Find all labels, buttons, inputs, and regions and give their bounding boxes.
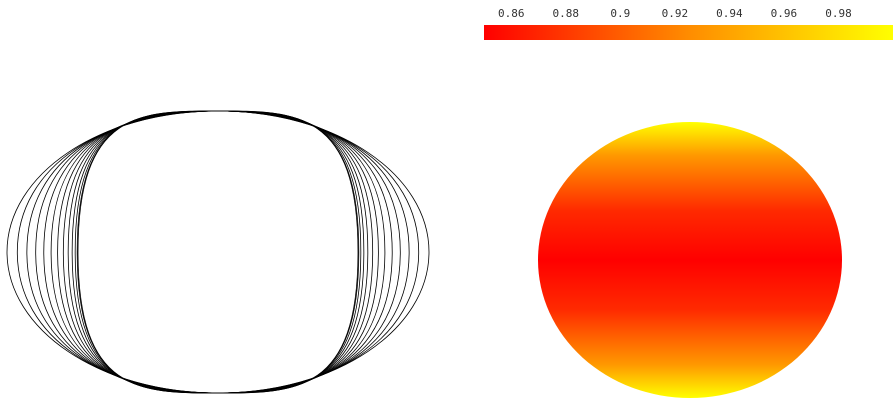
colorbar-tick-label: 0.92 xyxy=(662,7,689,20)
colorbar: 0.86 0.88 0.9 0.92 0.94 0.96 0.98 xyxy=(484,7,893,40)
heatmap-disk xyxy=(538,122,842,398)
lens-curve xyxy=(6,110,430,394)
lens-curve xyxy=(74,110,362,394)
colorbar-tick-labels: 0.86 0.88 0.9 0.92 0.94 0.96 0.98 xyxy=(498,7,852,20)
lens-curve xyxy=(26,110,410,394)
colorbar-tick-label: 0.96 xyxy=(771,7,798,20)
lens-curve xyxy=(67,110,369,394)
lens-curve xyxy=(57,110,379,394)
lens-curve-family xyxy=(6,110,430,394)
colorbar-tick-label: 0.98 xyxy=(825,7,852,20)
lens-curve xyxy=(71,110,365,394)
colorbar-tick-label: 0.86 xyxy=(498,7,525,20)
colorbar-bar xyxy=(484,25,893,40)
lens-curve xyxy=(76,110,360,394)
colorbar-tick-label: 0.9 xyxy=(610,7,630,20)
lens-curve xyxy=(62,110,374,394)
lens-curve xyxy=(77,110,359,394)
colorbar-tick-label: 0.94 xyxy=(716,7,743,20)
colorbar-tick-label: 0.88 xyxy=(553,7,580,20)
lens-curve xyxy=(50,110,386,394)
